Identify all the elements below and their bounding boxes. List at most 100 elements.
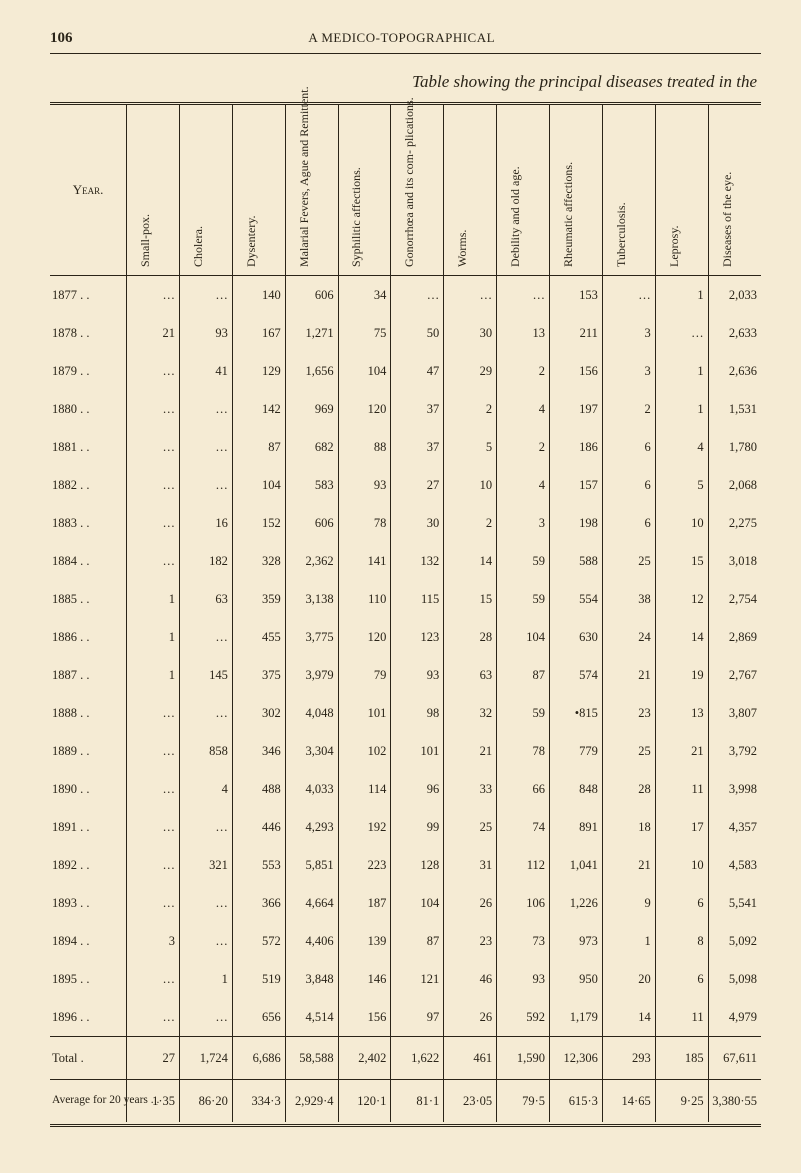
- data-cell: …: [127, 770, 180, 808]
- data-cell: 37: [391, 428, 444, 466]
- data-cell: 12,306: [550, 1037, 603, 1080]
- data-cell: 461: [444, 1037, 497, 1080]
- data-cell: …: [179, 466, 232, 504]
- data-cell: 75: [338, 314, 391, 352]
- data-cell: 488: [232, 770, 285, 808]
- data-cell: 153: [550, 276, 603, 315]
- data-cell: 106: [497, 884, 550, 922]
- data-cell: 10: [655, 846, 708, 884]
- year-cell: 1882 . .: [50, 466, 127, 504]
- data-cell: 79·5: [497, 1080, 550, 1123]
- year-cell: 1892 . .: [50, 846, 127, 884]
- data-cell: 156: [550, 352, 603, 390]
- table-row: 1894 . .3…5724,406139872373973185,092: [50, 922, 761, 960]
- data-cell: 31: [444, 846, 497, 884]
- data-cell: …: [179, 390, 232, 428]
- col-header: Rheumatic affections.: [550, 105, 603, 276]
- col-header-label: Diseases of the eye.: [720, 172, 735, 267]
- data-cell: 33: [444, 770, 497, 808]
- data-cell: 93: [179, 314, 232, 352]
- data-cell: 973: [550, 922, 603, 960]
- data-cell: 6: [602, 504, 655, 542]
- data-cell: …: [179, 276, 232, 315]
- data-cell: 615·3: [550, 1080, 603, 1123]
- data-cell: 58,588: [285, 1037, 338, 1080]
- data-cell: 10: [444, 466, 497, 504]
- data-cell: 185: [655, 1037, 708, 1080]
- data-cell: 553: [232, 846, 285, 884]
- data-cell: 26: [444, 998, 497, 1037]
- data-cell: 4: [179, 770, 232, 808]
- data-cell: 779: [550, 732, 603, 770]
- year-cell: 1883 . .: [50, 504, 127, 542]
- year-cell: 1894 . .: [50, 922, 127, 960]
- data-cell: 6: [602, 428, 655, 466]
- data-cell: 3,775: [285, 618, 338, 656]
- data-cell: 198: [550, 504, 603, 542]
- year-cell: 1880 . .: [50, 390, 127, 428]
- year-cell: 1891 . .: [50, 808, 127, 846]
- data-cell: 848: [550, 770, 603, 808]
- table-row: 1886 . .1…4553,7751201232810463024142,86…: [50, 618, 761, 656]
- data-cell: 120: [338, 390, 391, 428]
- table-row: 1887 . .11453753,9797993638757421192,767: [50, 656, 761, 694]
- data-cell: 3,807: [708, 694, 761, 732]
- data-cell: 375: [232, 656, 285, 694]
- data-cell: 167: [232, 314, 285, 352]
- year-cell: 1895 . .: [50, 960, 127, 998]
- data-cell: 115: [391, 580, 444, 618]
- data-cell: 3: [497, 504, 550, 542]
- data-cell: 145: [179, 656, 232, 694]
- data-cell: 359: [232, 580, 285, 618]
- data-cell: 63: [444, 656, 497, 694]
- data-cell: 46: [444, 960, 497, 998]
- data-cell: …: [179, 808, 232, 846]
- data-cell: 101: [391, 732, 444, 770]
- data-cell: 96: [391, 770, 444, 808]
- col-header-label: Debility and old age.: [508, 166, 523, 267]
- data-cell: 5,851: [285, 846, 338, 884]
- table-row: Total .271,7246,68658,5882,4021,6224611,…: [50, 1037, 761, 1080]
- data-cell: 156: [338, 998, 391, 1037]
- year-cell: 1881 . .: [50, 428, 127, 466]
- data-cell: 4: [497, 466, 550, 504]
- data-cell: 2,275: [708, 504, 761, 542]
- data-cell: 26: [444, 884, 497, 922]
- data-cell: 4: [497, 390, 550, 428]
- table-row: 1879 . .…411291,65610447292156312,636: [50, 352, 761, 390]
- data-cell: 4,514: [285, 998, 338, 1037]
- data-cell: 588: [550, 542, 603, 580]
- year-cell: 1884 . .: [50, 542, 127, 580]
- data-cell: …: [127, 694, 180, 732]
- data-cell: 4,583: [708, 846, 761, 884]
- data-cell: 2,033: [708, 276, 761, 315]
- data-cell: 572: [232, 922, 285, 960]
- data-cell: 27: [391, 466, 444, 504]
- col-header: Debility and old age.: [497, 105, 550, 276]
- data-cell: 1: [179, 960, 232, 998]
- data-cell: 87: [232, 428, 285, 466]
- col-header-label: Rheumatic affections.: [561, 162, 576, 267]
- table-row: 1878 . .21931671,271755030132113…2,633: [50, 314, 761, 352]
- col-header: Dysentery.: [232, 105, 285, 276]
- data-cell: 34: [338, 276, 391, 315]
- data-cell: 858: [179, 732, 232, 770]
- col-header: Small-pox.: [127, 105, 180, 276]
- data-cell: 78: [497, 732, 550, 770]
- col-header: Malarial Fevers, Ague and Remittent.: [285, 105, 338, 276]
- year-cell: 1893 . .: [50, 884, 127, 922]
- data-cell: …: [127, 390, 180, 428]
- data-cell: 104: [391, 884, 444, 922]
- data-cell: 25: [444, 808, 497, 846]
- table-body: 1877 . .……14060634………153…12,0331878 . .2…: [50, 276, 761, 1123]
- data-cell: 15: [444, 580, 497, 618]
- table-row: Average for 20 years . .1·3586·20334·32,…: [50, 1080, 761, 1123]
- data-cell: 4,293: [285, 808, 338, 846]
- data-cell: 114: [338, 770, 391, 808]
- data-cell: 102: [338, 732, 391, 770]
- year-cell: 1877 . .: [50, 276, 127, 315]
- table-row: 1884 . .…1823282,362141132145958825153,0…: [50, 542, 761, 580]
- table-row: 1888 . .……3024,048101983259•81523133,807: [50, 694, 761, 732]
- table-row: 1891 . .……4464,29319299257489118174,357: [50, 808, 761, 846]
- data-cell: 87: [497, 656, 550, 694]
